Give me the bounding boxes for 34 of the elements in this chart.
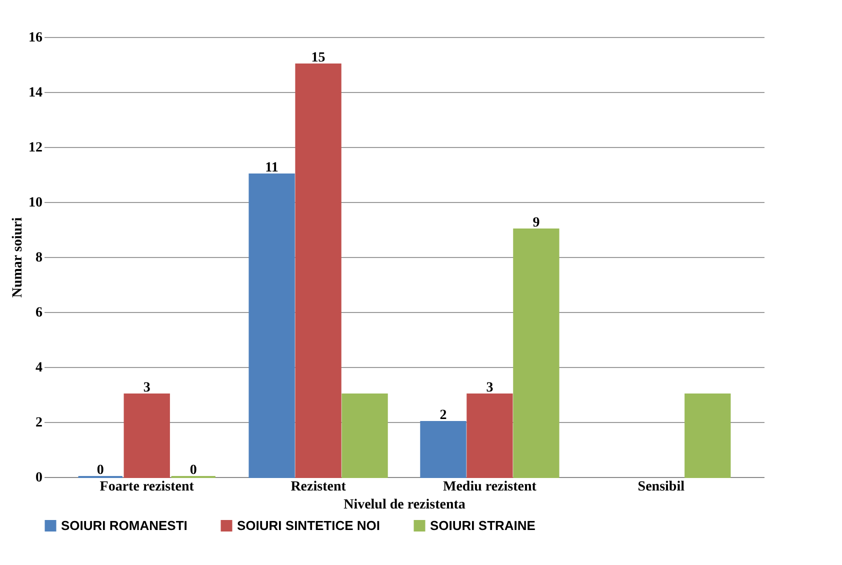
data-label: 11 xyxy=(265,160,278,176)
y-tick-label: 16 xyxy=(28,30,42,46)
legend-label: SOIURI SINTETICE NOI xyxy=(237,518,380,533)
bar xyxy=(466,394,513,478)
data-label: 15 xyxy=(311,50,326,66)
data-label: 3 xyxy=(143,380,150,396)
y-tick-label: 10 xyxy=(28,196,42,210)
y-axis-title: Numar soiuri xyxy=(10,217,26,298)
bar xyxy=(513,228,560,478)
y-tick-label: 6 xyxy=(36,306,42,320)
x-tick-label: Mediu rezistent xyxy=(442,480,537,494)
data-label: 2 xyxy=(440,408,447,423)
x-tick-label: Foarte rezistent xyxy=(100,480,194,494)
data-label: 0 xyxy=(96,463,104,478)
bar xyxy=(295,64,342,478)
bar xyxy=(248,174,295,478)
y-tick-label: 12 xyxy=(28,140,42,156)
y-tick-label: 8 xyxy=(36,250,42,266)
legend-label: SOIURI STRAINE xyxy=(430,518,536,533)
x-axis-title: Nivelul de rezistenta xyxy=(344,498,466,512)
y-tick-label: 14 xyxy=(28,86,42,100)
legend-label: SOIURI ROMANESTI xyxy=(61,518,188,533)
y-tick-label: 0 xyxy=(36,470,42,486)
bar xyxy=(342,394,388,478)
y-tick-label: 4 xyxy=(36,360,42,376)
x-tick-label: Rezistent xyxy=(290,480,346,494)
y-tick-label: 2 xyxy=(36,416,42,430)
bar xyxy=(420,421,466,478)
data-label: 0 xyxy=(190,463,197,478)
data-label: 3 xyxy=(486,380,494,396)
x-tick-label: Sensibil xyxy=(638,480,685,494)
bar xyxy=(684,394,731,478)
bar xyxy=(124,394,170,478)
data-label: 9 xyxy=(532,216,540,230)
